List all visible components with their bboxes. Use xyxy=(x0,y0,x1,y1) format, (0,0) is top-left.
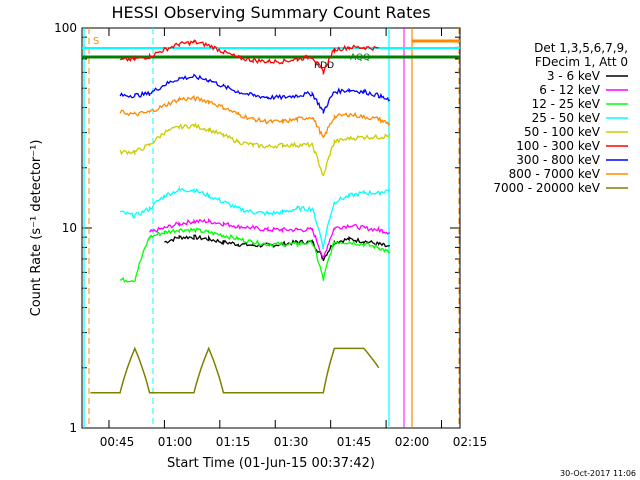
series-line-25-50-kev xyxy=(119,185,391,250)
x-tick-label-0145: 01:45 xyxy=(337,435,372,449)
series-line-800-7000-kev xyxy=(119,95,391,138)
x-tick-label-0100: 01:00 xyxy=(158,435,193,449)
x-tick-label-0115: 01:15 xyxy=(216,435,251,449)
legend-label: 300 - 800 keV xyxy=(516,153,600,167)
series-line-12-25-kev xyxy=(120,227,391,283)
x-tick-label-0215: 02:15 xyxy=(453,435,488,449)
legend-label: 3 - 6 keV xyxy=(547,69,601,83)
legend-header-line-1: Det 1,3,5,6,7,9, xyxy=(534,41,628,55)
x-axis-label: Start Time (01-Jun-15 00:37:42) xyxy=(167,456,375,471)
x-tick-label-0130: 01:30 xyxy=(274,435,309,449)
legend-label: 100 - 300 keV xyxy=(516,139,600,153)
flag-label-aqq: AQQ xyxy=(350,53,370,63)
series-line-7000-20000-kev xyxy=(90,346,380,394)
x-tick-label-0200: 02:00 xyxy=(395,435,430,449)
flag-label-s: S xyxy=(93,36,99,47)
flag-label-rdd: RDD xyxy=(314,61,334,71)
footer-timestamp: 30-Oct-2017 11:06 xyxy=(560,469,636,478)
series-line-100-300-kev xyxy=(119,38,379,75)
y-tick-label-1: 1 xyxy=(69,421,77,435)
legend-label: 7000 - 20000 keV xyxy=(493,181,600,195)
chart-title: HESSI Observing Summary Count Rates xyxy=(111,3,430,22)
legend-label: 12 - 25 keV xyxy=(532,97,601,111)
axis-ticks xyxy=(82,27,460,429)
x-tick-label-0045: 00:45 xyxy=(100,435,135,449)
plot-frame xyxy=(81,27,461,429)
legend-label: 25 - 50 keV xyxy=(532,111,601,125)
series-line-300-800-kev xyxy=(119,73,391,114)
legend-label: 6 - 12 keV xyxy=(539,83,601,97)
legend-header-line-2: FDecim 1, Att 0 xyxy=(535,55,628,69)
y-tick-label-10: 10 xyxy=(62,221,77,235)
y-axis-label: Count Rate (s⁻¹ detector⁻¹) xyxy=(29,140,44,317)
legend-label: 800 - 7000 keV xyxy=(509,167,601,181)
series-line-50-100-kev xyxy=(119,122,391,177)
series-layer xyxy=(90,38,391,394)
legend-label: 50 - 100 keV xyxy=(524,125,601,139)
y-tick-label-100: 100 xyxy=(54,21,77,35)
series-line-6-12-kev xyxy=(149,217,391,258)
